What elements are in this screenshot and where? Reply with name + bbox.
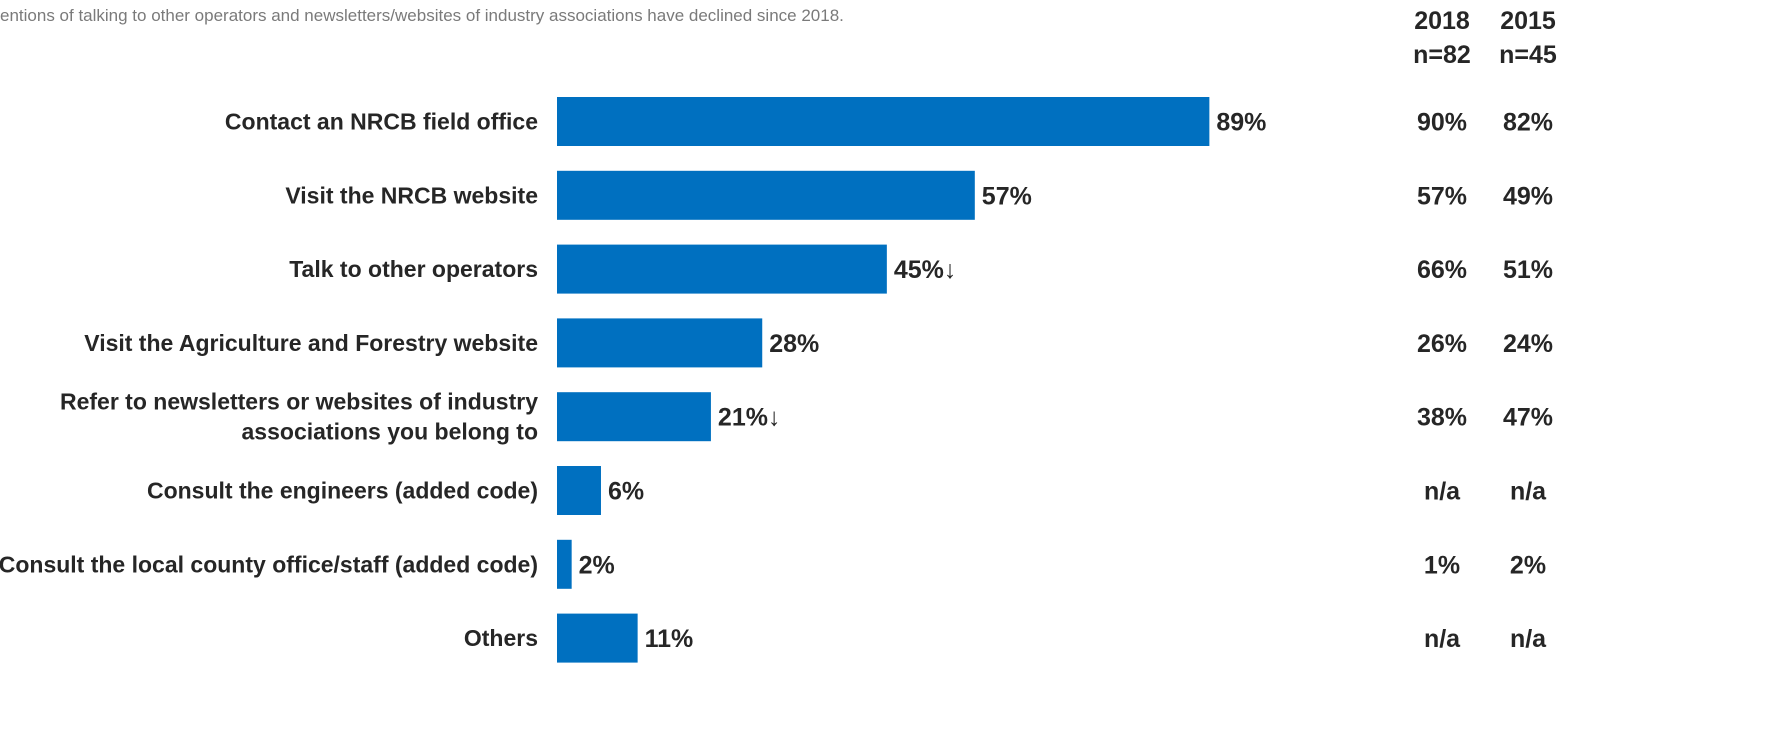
value-2015: 51% <box>1503 256 1553 284</box>
bar <box>557 244 887 294</box>
category-label: Refer to newsletters or websites of indu… <box>60 389 538 415</box>
value-2015: n/a <box>1510 625 1547 653</box>
column-n: n=82 <box>1413 41 1471 69</box>
value-2018: 66% <box>1417 256 1467 284</box>
value-label: 21%↓ <box>718 404 781 432</box>
column-header-2018: 2018 n=82 <box>1397 4 1487 72</box>
category-label: Others <box>464 625 538 651</box>
value-2018: n/a <box>1424 478 1461 506</box>
category-label: Talk to other operators <box>289 256 538 282</box>
value-label: 57% <box>982 182 1032 210</box>
category-label: Visit the NRCB website <box>285 182 538 208</box>
column-n: n=45 <box>1499 41 1557 69</box>
value-label: 11% <box>645 625 694 653</box>
bar <box>557 97 1210 146</box>
bar <box>557 170 975 220</box>
category-label: associations you belong to <box>242 419 538 445</box>
column-year: 2018 <box>1414 7 1470 35</box>
value-label: 28% <box>769 330 819 358</box>
bar <box>557 613 638 663</box>
footnote-text: entions of talking to other operators an… <box>0 6 844 25</box>
value-2015: 82% <box>1503 109 1553 137</box>
value-label: 6% <box>608 478 644 506</box>
value-2015: 2% <box>1510 551 1546 579</box>
category-label: Visit the Agriculture and Forestry websi… <box>84 330 538 356</box>
value-2018: 26% <box>1417 330 1467 358</box>
value-2015: 24% <box>1503 330 1553 358</box>
category-label: Consult the local county office/staff (a… <box>0 551 538 577</box>
value-label: 89% <box>1216 109 1266 137</box>
value-label: 2% <box>579 551 615 579</box>
value-2015: 49% <box>1503 182 1553 210</box>
bar <box>557 318 763 368</box>
column-header-2015: 2015 n=45 <box>1483 4 1573 72</box>
value-label: 45%↓ <box>894 256 957 284</box>
value-2018: 38% <box>1417 404 1467 432</box>
value-2015: n/a <box>1510 478 1547 506</box>
value-2018: 57% <box>1417 182 1467 210</box>
category-label: Contact an NRCB field office <box>225 109 538 135</box>
column-year: 2015 <box>1500 7 1556 35</box>
category-label: Consult the engineers (added code) <box>147 478 538 504</box>
bar <box>557 466 601 515</box>
value-2018: n/a <box>1424 625 1461 653</box>
bar <box>557 392 711 442</box>
bar <box>557 539 572 589</box>
value-2015: 47% <box>1503 404 1553 432</box>
value-2018: 90% <box>1417 109 1467 137</box>
value-2018: 1% <box>1424 551 1460 579</box>
